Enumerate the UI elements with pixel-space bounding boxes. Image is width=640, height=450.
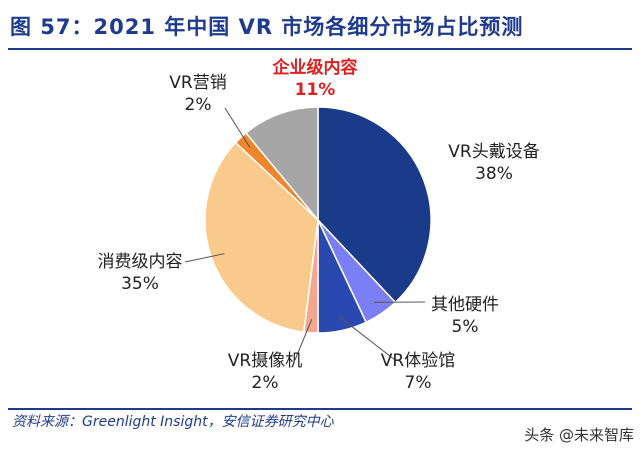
slice-value-label: 2% [252, 373, 279, 393]
pie-slice [317, 106, 432, 304]
slice-name-label: 企业级内容 [272, 57, 358, 78]
page-title: 图 57：2021 年中国 VR 市场各细分市场占比预测 [10, 15, 524, 39]
slice-value-label: 7% [405, 373, 432, 393]
pie-slice [244, 106, 319, 223]
leader-line [184, 253, 225, 263]
slice-name-label: VR营销 [169, 73, 226, 93]
slice-name-label: 消费级内容 [98, 252, 183, 272]
slice-value-label: 35% [121, 274, 159, 294]
slice-value-label: 38% [475, 164, 513, 184]
slice-name-label: 其他硬件 [431, 295, 499, 315]
leader-line [339, 316, 396, 361]
slice-name-label: VR体验馆 [381, 351, 455, 371]
title-divider [8, 48, 632, 50]
watermark: 头条 @未来智库 [524, 426, 634, 444]
leader-line [224, 107, 251, 148]
source-note: 资料来源：Greenlight Insight，安信证券研究中心 [12, 414, 334, 430]
source-divider [8, 408, 632, 410]
leader-line [294, 319, 313, 361]
pie-slice [204, 141, 319, 333]
slice-value-label: 11% [295, 80, 336, 100]
slice-value-label: 2% [185, 95, 212, 115]
slice-name-label: VR摄像机 [228, 351, 302, 371]
slice-name-label: VR头戴设备 [448, 142, 539, 162]
slice-value-label: 5% [452, 317, 479, 337]
